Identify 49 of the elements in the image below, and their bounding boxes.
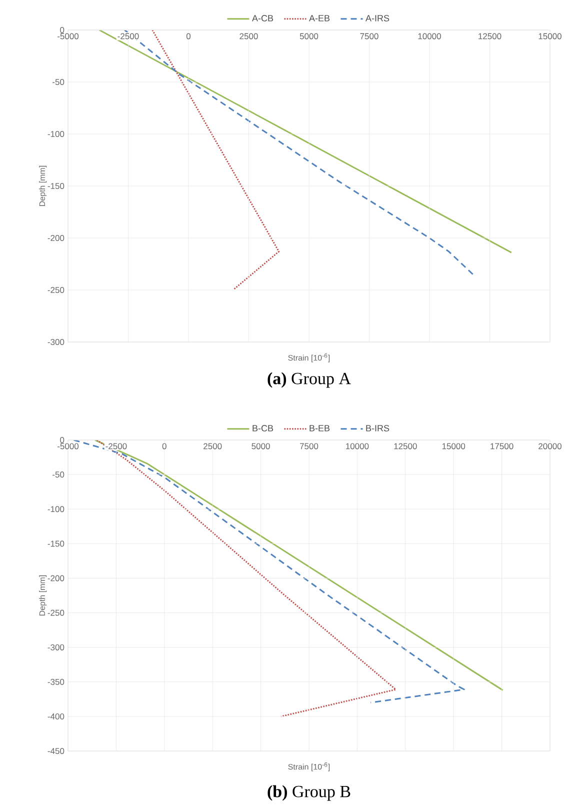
- y-tick-label: -150: [48, 183, 64, 190]
- x-tick-label: 0: [186, 33, 191, 40]
- x-axis-title: Strain [10$^{-6}$]: [288, 762, 330, 772]
- y-tick-label: -350: [48, 678, 64, 685]
- x-tick-label: 10000: [418, 33, 441, 40]
- x-tick-label: 5000: [252, 443, 270, 450]
- y-tick-label: -300: [48, 644, 64, 650]
- x-tick-label: 12500: [478, 33, 502, 40]
- y-tick-label: -100: [48, 131, 64, 138]
- legend-label: A-CB: [252, 15, 274, 22]
- y-tick-label: 0: [60, 437, 64, 444]
- y-axis-title: Depth [mm]: [39, 575, 47, 616]
- x-axis-title: Strain [10$^{-6}$]: [288, 354, 330, 362]
- legend-label: A-IRS: [366, 15, 390, 22]
- x-tick-label: 5000: [300, 33, 318, 40]
- x-tick-label: 7500: [360, 33, 378, 40]
- y-tick-label: -450: [48, 748, 64, 754]
- x-tick-label: 2500: [240, 33, 258, 40]
- x-tick-label: 12500: [394, 443, 417, 450]
- y-tick-label: -250: [48, 610, 64, 616]
- x-tick-label: 10000: [346, 443, 369, 450]
- x-tick-label: 17500: [490, 443, 514, 450]
- legend-label: B-EB: [310, 425, 330, 432]
- x-tick-label: 15000: [538, 33, 562, 40]
- y-tick-label: -400: [48, 713, 64, 720]
- y-axis-title: Depth [mm]: [39, 166, 47, 206]
- x-tick-label: -2500: [106, 443, 127, 450]
- text: (a) Group A: [268, 372, 351, 388]
- x-tick-label: 2500: [204, 443, 222, 450]
- y-tick-label: -300: [48, 339, 64, 346]
- x-tick-label: -5000: [58, 443, 79, 450]
- x-tick-label: -5000: [58, 33, 79, 40]
- y-tick-label: -250: [48, 287, 64, 294]
- text: (b) Group B: [268, 785, 350, 801]
- legend-label: A-EB: [309, 15, 330, 22]
- legend-label: B-CB: [252, 425, 274, 432]
- y-tick-label: 0: [60, 27, 64, 34]
- y-tick-label: -50: [52, 472, 64, 478]
- y-tick-label: -50: [52, 79, 64, 86]
- y-tick-label: -200: [48, 575, 64, 582]
- x-tick-label: 0: [162, 443, 166, 450]
- y-tick-label: -100: [48, 506, 64, 512]
- legend-label: B-IRS: [366, 425, 390, 432]
- x-tick-label: 15000: [442, 443, 466, 450]
- x-tick-label: 20000: [538, 443, 562, 450]
- y-tick-label: -200: [48, 235, 64, 242]
- y-tick-label: -150: [48, 540, 64, 547]
- x-tick-label: -2500: [118, 33, 139, 40]
- x-tick-label: 7500: [300, 443, 318, 450]
